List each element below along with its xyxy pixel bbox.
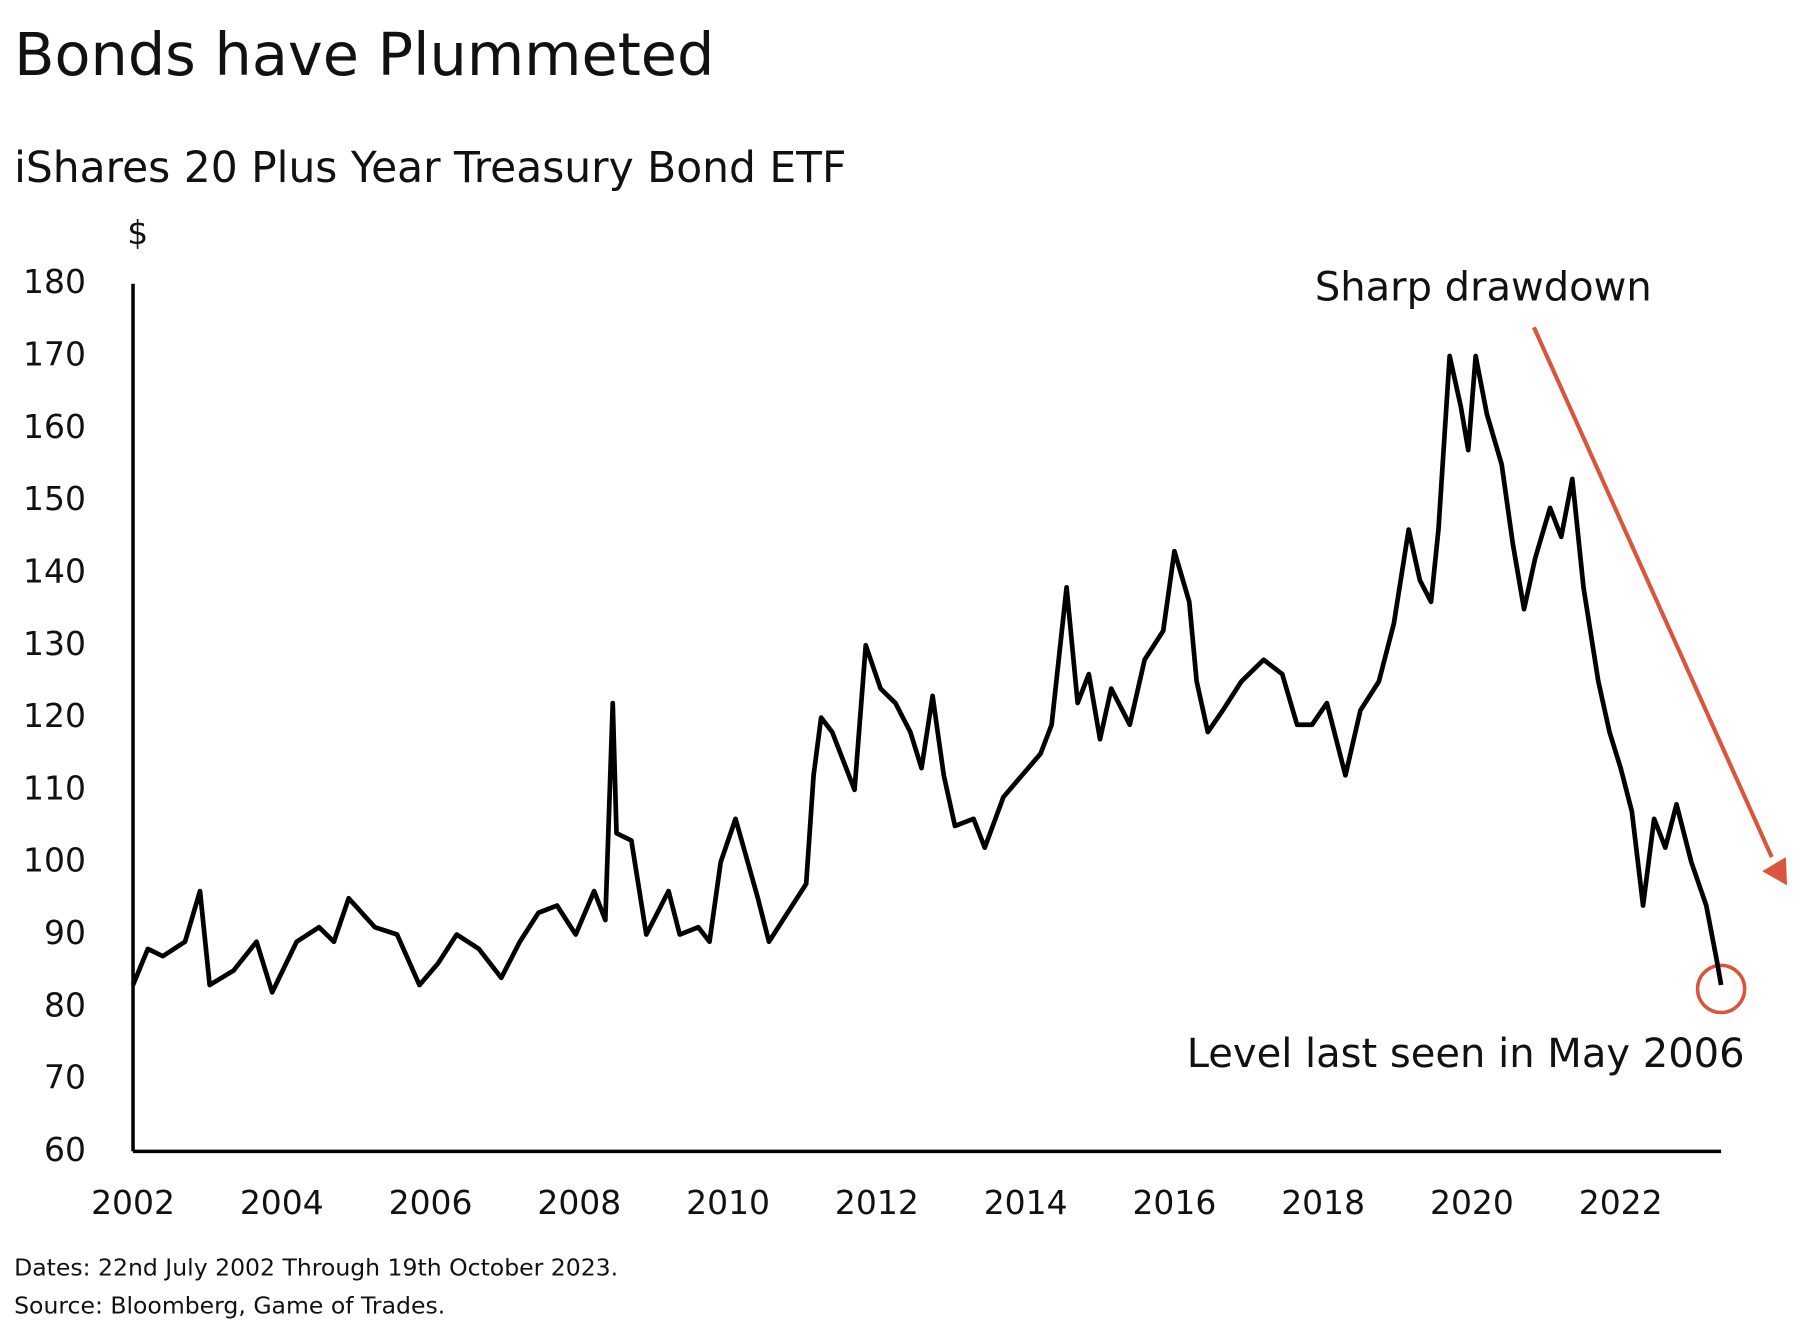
x-tick-label: 2018 [1281, 1183, 1365, 1222]
y-tick-label: 160 [23, 407, 86, 446]
chart-title: Bonds have Plummeted [14, 20, 714, 89]
y-tick-label: 80 [44, 985, 86, 1024]
footnote: Source: Bloomberg, Game of Trades. [14, 1291, 445, 1319]
x-tick-label: 2006 [389, 1183, 473, 1222]
x-tick-label: 2016 [1132, 1183, 1216, 1222]
y-tick-label: 130 [23, 624, 86, 663]
price-line [130, 353, 1724, 995]
x-tick-label: 2022 [1579, 1183, 1663, 1222]
x-tick-label: 2004 [240, 1183, 324, 1222]
chart-subtitle: iShares 20 Plus Year Treasury Bond ETF [14, 143, 846, 192]
annotation: Level last seen in May 2006 [1187, 1031, 1745, 1077]
y-tick-label: 120 [23, 696, 86, 735]
y-tick-label: 60 [44, 1130, 86, 1169]
x-tick-label: 2010 [686, 1183, 770, 1222]
y-tick-label: 110 [23, 768, 86, 807]
y-tick-label: 100 [23, 841, 86, 880]
x-tick-label: 2020 [1430, 1183, 1514, 1222]
y-tick-label: 170 [23, 335, 86, 374]
highlight-circle [1695, 963, 1747, 1015]
y-tick-label: 150 [23, 479, 86, 518]
y-tick-label: 180 [23, 262, 86, 301]
x-tick-label: 2012 [835, 1183, 919, 1222]
y-unit: $ [127, 213, 148, 252]
x-tick-label: 2008 [537, 1183, 621, 1222]
arrow-head [1762, 857, 1788, 886]
y-tick-label: 90 [44, 913, 86, 952]
x-tick-label: 2014 [984, 1183, 1068, 1222]
footnote: Dates: 22nd July 2002 Through 19th Octob… [14, 1254, 618, 1282]
y-tick-label: 140 [23, 551, 86, 590]
x-tick-label: 2002 [91, 1183, 175, 1222]
annotation: Sharp drawdown [1315, 265, 1652, 311]
arrow-line [1532, 326, 1774, 858]
y-tick-label: 70 [44, 1058, 86, 1097]
